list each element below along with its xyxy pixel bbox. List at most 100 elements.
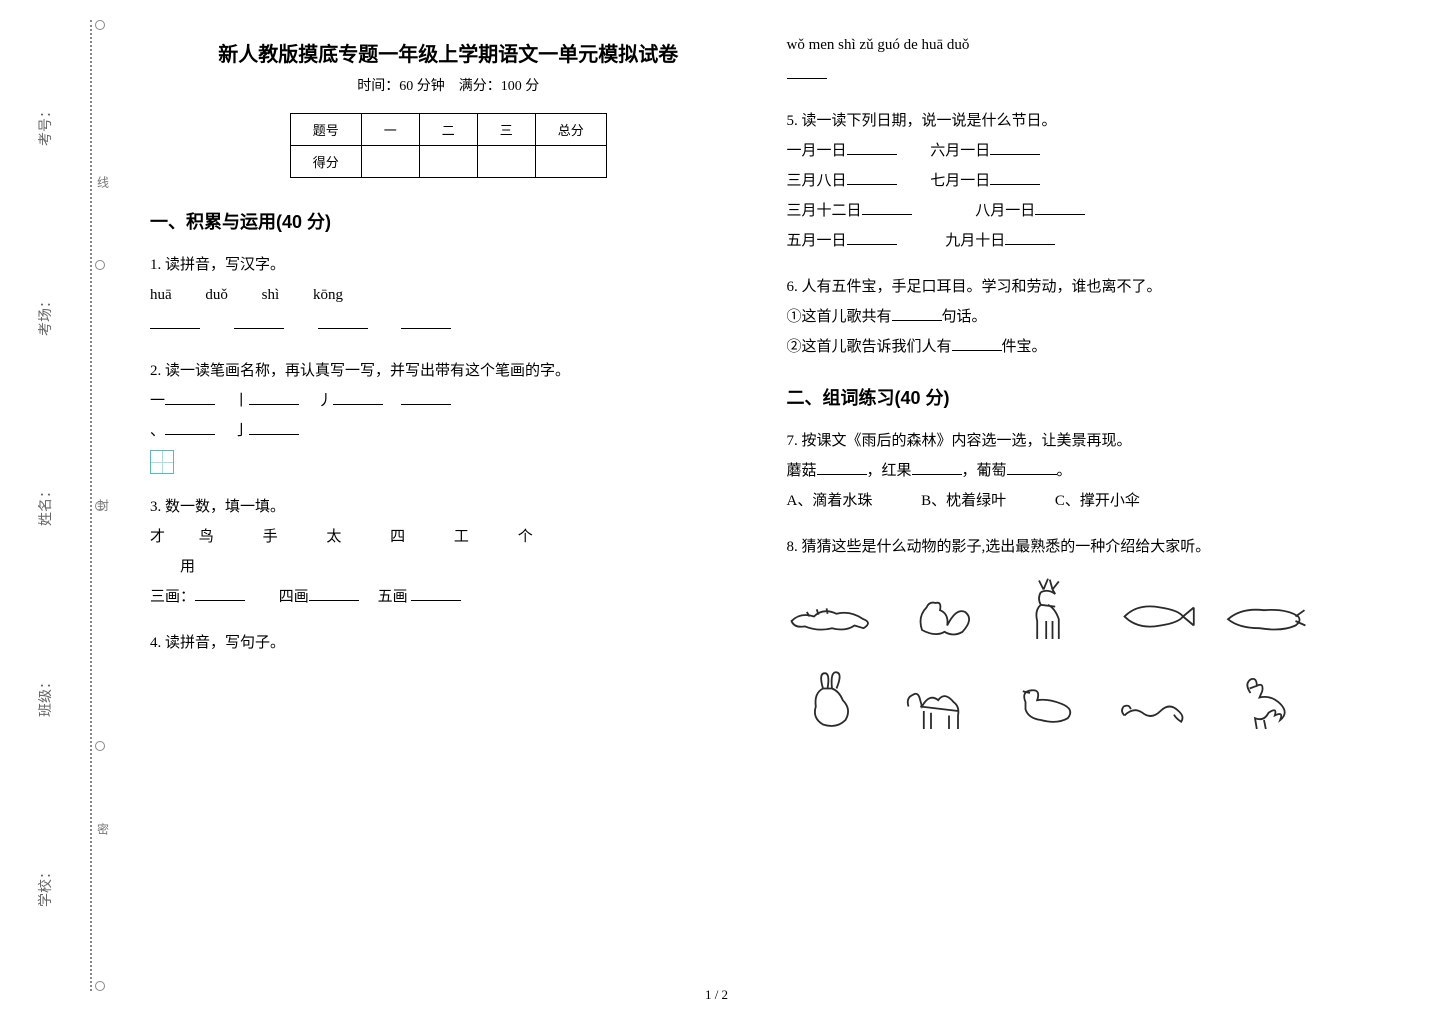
q5-date: 七月一日	[930, 173, 990, 189]
fill-blank	[234, 313, 284, 329]
th-1: 一	[361, 114, 419, 146]
q5-row: 一月一日 六月一日	[787, 136, 1384, 166]
fill-blank	[150, 313, 200, 329]
fill-blank	[165, 389, 215, 405]
q1-pinyin: shì	[262, 280, 280, 310]
exam-title: 新人教版摸底专题一年级上学期语文一单元模拟试卷	[150, 38, 747, 67]
q8-shadows-row1	[787, 572, 1384, 652]
question-6: 6. 人有五件宝，手足口耳目。学习和劳动，谁也离不了。 ①这首儿歌共有句话。 ②…	[787, 272, 1384, 362]
binding-side-labels: 考号： 考场： 姓名： 班级： 学校：	[10, 30, 80, 981]
fill-blank	[862, 199, 912, 215]
fill-blank	[309, 585, 359, 601]
q4-pinyin: wǒ men shì zǔ guó de huā duǒ	[787, 30, 1384, 60]
table-row: 题号 一 二 三 总分	[290, 114, 606, 146]
fill-blank	[990, 169, 1040, 185]
fill-blank	[165, 419, 215, 435]
q3-char: 用	[180, 559, 195, 575]
q7-option: A、滴着水珠	[787, 493, 873, 509]
q7-fill-line: 蘑菇，红果，葡萄。	[787, 456, 1384, 486]
binding-annotation: 线 封 密	[95, 20, 111, 991]
q7-part: ，葡萄	[962, 463, 1007, 479]
shadow-duck	[1003, 662, 1093, 742]
q1-pinyin: kōng	[313, 280, 343, 310]
fill-blank	[1007, 459, 1057, 475]
anno-xian: 线	[95, 176, 112, 188]
q5-date: 九月十日	[945, 233, 1005, 249]
fill-blank	[817, 459, 867, 475]
q5-date: 八月一日	[975, 203, 1035, 219]
q2-tianzige	[150, 446, 747, 476]
fill-blank	[1005, 229, 1055, 245]
q7-option: B、枕着绿叶	[921, 493, 1006, 509]
shadow-deer	[1003, 572, 1093, 652]
q3-text: 3. 数一数，填一填。	[150, 492, 747, 522]
q3-char: 个	[518, 529, 533, 545]
q3-label: 五画	[378, 589, 408, 605]
th-total: 总分	[535, 114, 606, 146]
q7-option: C、撑开小伞	[1055, 493, 1140, 509]
shadow-snake	[1111, 662, 1201, 742]
question-7: 7. 按课文《雨后的森林》内容选一选，让美景再现。 蘑菇，红果，葡萄。 A、滴着…	[787, 426, 1384, 516]
q7-part: ，红果	[867, 463, 912, 479]
q3-char: 太	[326, 529, 341, 545]
stroke-char: 、	[150, 423, 165, 439]
q1-pinyin: duǒ	[205, 280, 228, 310]
q6-text: 6. 人有五件宝，手足口耳目。学习和劳动，谁也离不了。	[787, 272, 1384, 302]
q5-text: 5. 读一读下列日期，说一说是什么节日。	[787, 106, 1384, 136]
q5-row: 三月十二日 八月一日	[787, 196, 1384, 226]
question-4-continued: wǒ men shì zǔ guó de huā duǒ	[787, 30, 1384, 90]
question-4: 4. 读拼音，写句子。	[150, 628, 747, 658]
q6-sub2: ②这首儿歌告诉我们人有 件宝。	[787, 332, 1384, 362]
q1-pinyin-row: huā duǒ shì kōng	[150, 280, 747, 310]
column-left: 新人教版摸底专题一年级上学期语文一单元模拟试卷 时间：60 分钟 满分：100 …	[130, 30, 767, 991]
question-1: 1. 读拼音，写汉字。 huā duǒ shì kōng	[150, 250, 747, 340]
q8-shadows-row2	[787, 662, 1384, 742]
fill-blank	[401, 313, 451, 329]
section-1-heading: 一、积累与运用(40 分)	[150, 208, 747, 234]
fill-blank	[249, 419, 299, 435]
q3-answer-row: 三画： 四画 五画	[150, 582, 747, 612]
fill-blank	[401, 389, 451, 405]
q6-sub2-pre: ②这首儿歌告诉我们人有	[787, 339, 952, 355]
q4-text: 4. 读拼音，写句子。	[150, 628, 747, 658]
page-number: 1 / 2	[0, 987, 1433, 1003]
shadow-fish	[1111, 572, 1201, 652]
q5-date: 五月一日	[787, 233, 847, 249]
fill-blank	[847, 139, 897, 155]
tianzige-box	[150, 450, 174, 474]
th-2: 二	[419, 114, 477, 146]
shadow-rooster	[1219, 662, 1309, 742]
shadow-camel	[895, 662, 985, 742]
fill-blank	[990, 139, 1040, 155]
shadow-squirrel	[895, 572, 985, 652]
stroke-char: 一	[150, 393, 165, 409]
q2-strokes-line1: 一 丨 丿	[150, 386, 747, 416]
q1-blank-row	[150, 310, 747, 340]
q5-date: 一月一日	[787, 143, 847, 159]
td-label: 得分	[290, 146, 361, 178]
q7-text: 7. 按课文《雨后的森林》内容选一选，让美景再现。	[787, 426, 1384, 456]
q3-char: 四	[390, 529, 405, 545]
stroke-char: 亅	[234, 423, 249, 439]
fill-blank	[847, 169, 897, 185]
th-label: 题号	[290, 114, 361, 146]
q1-pinyin: huā	[150, 280, 172, 310]
q3-chars-row2: 用	[150, 552, 747, 582]
shadow-crocodile	[787, 572, 877, 652]
q7-part: 。	[1057, 463, 1072, 479]
score-table: 题号 一 二 三 总分 得分	[290, 113, 607, 178]
q7-options: A、滴着水珠 B、枕着绿叶 C、撑开小伞	[787, 486, 1384, 516]
th-3: 三	[477, 114, 535, 146]
shadow-whale	[1219, 572, 1309, 652]
q3-label: 四画	[279, 589, 309, 605]
column-right: wǒ men shì zǔ guó de huā duǒ 5. 读一读下列日期，…	[767, 30, 1404, 991]
fill-blank	[249, 389, 299, 405]
label-xuexiao: 学校：	[35, 865, 55, 907]
q2-text: 2. 读一读笔画名称，再认真写一写，并写出带有这个笔画的字。	[150, 356, 747, 386]
q6-sub1: ①这首儿歌共有句话。	[787, 302, 1384, 332]
fill-blank	[787, 63, 827, 79]
q3-char: 鸟	[199, 529, 214, 545]
q3-chars-row1: 才 鸟 手 太 四 工 个	[150, 522, 747, 552]
q6-sub2-post: 件宝。	[1002, 339, 1047, 355]
fill-blank	[195, 585, 245, 601]
